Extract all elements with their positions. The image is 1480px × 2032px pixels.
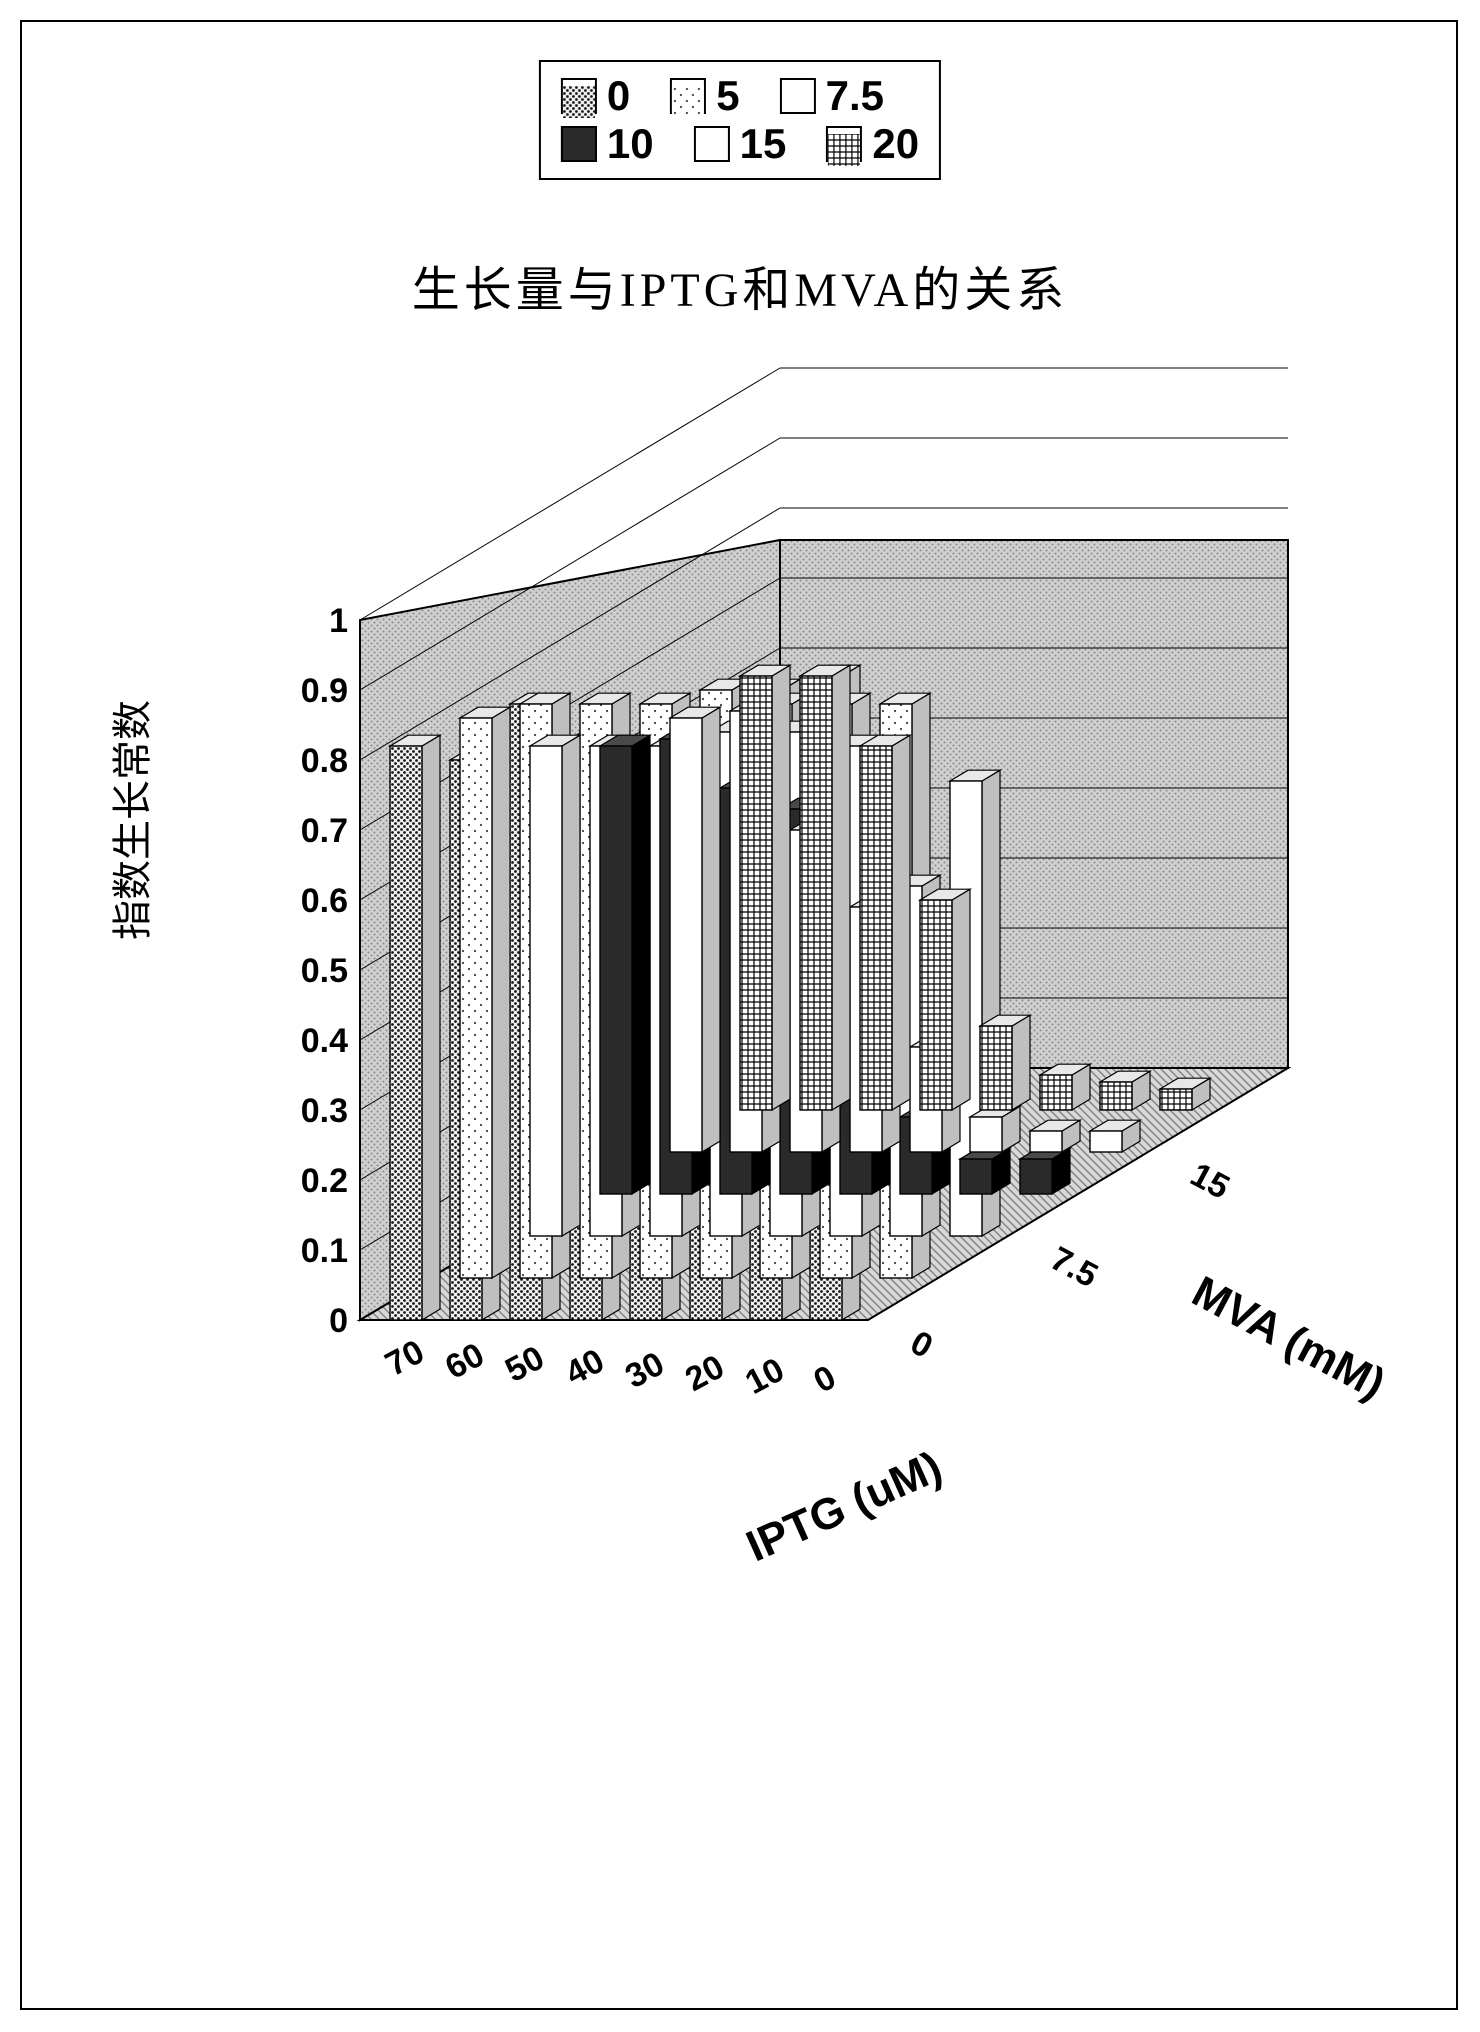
legend-swatch-icon <box>561 126 597 162</box>
legend-swatch-icon <box>561 78 597 114</box>
svg-text:0.1: 0.1 <box>301 1232 348 1270</box>
legend-label: 20 <box>872 120 919 168</box>
svg-text:0: 0 <box>329 1302 348 1340</box>
svg-text:30: 30 <box>619 1345 670 1396</box>
svg-text:0.3: 0.3 <box>301 1092 348 1130</box>
legend-item: 15 <box>694 120 787 168</box>
legend-item: 0 <box>561 72 630 120</box>
legend-swatch-icon <box>780 78 816 114</box>
svg-text:20: 20 <box>679 1348 730 1399</box>
legend-label: 15 <box>740 120 787 168</box>
legend: 0 5 7.5 10 15 20 <box>539 60 941 180</box>
legend-label: 5 <box>716 72 739 120</box>
svg-text:0.4: 0.4 <box>301 1022 348 1060</box>
chart-svg: 0 0.1 0.2 0.3 0.4 0.5 0.6 0.7 0.8 0.9 1 70605040302… <box>160 420 1320 1720</box>
svg-text:0: 0 <box>904 1324 939 1366</box>
svg-text:40: 40 <box>559 1342 610 1393</box>
legend-label: 10 <box>607 120 654 168</box>
svg-text:0: 0 <box>808 1358 843 1400</box>
legend-item: 20 <box>826 120 919 168</box>
svg-text:10: 10 <box>739 1351 790 1402</box>
legend-swatch-icon <box>694 126 730 162</box>
chart-3d-bar: 0 0.1 0.2 0.3 0.4 0.5 0.6 0.7 0.8 0.9 1 70605040302… <box>160 420 1320 1720</box>
svg-text:60: 60 <box>439 1336 490 1387</box>
svg-text:0.5: 0.5 <box>301 952 348 990</box>
legend-row-1: 0 5 7.5 <box>561 72 919 120</box>
legend-item: 10 <box>561 120 654 168</box>
legend-item: 5 <box>670 72 739 120</box>
legend-label: 7.5 <box>826 72 884 120</box>
legend-row-2: 10 15 20 <box>561 120 919 168</box>
z-axis-label: 指数生长常数 <box>100 700 158 940</box>
svg-text:0.2: 0.2 <box>301 1162 348 1200</box>
legend-label: 0 <box>607 72 630 120</box>
svg-text:15: 15 <box>1184 1156 1235 1207</box>
svg-text:50: 50 <box>499 1339 550 1390</box>
legend-item: 7.5 <box>780 72 884 120</box>
svg-text:70: 70 <box>379 1333 430 1384</box>
legend-swatch-icon <box>670 78 706 114</box>
svg-text:0.7: 0.7 <box>301 812 348 850</box>
svg-text:0.9: 0.9 <box>301 672 348 710</box>
svg-text:0.8: 0.8 <box>301 742 348 780</box>
svg-text:1: 1 <box>329 602 348 640</box>
svg-text:0.6: 0.6 <box>301 882 348 920</box>
chart-title: 生长量与IPTG和MVA的关系 <box>0 250 1480 320</box>
svg-text:7.5: 7.5 <box>1044 1240 1104 1296</box>
legend-swatch-icon <box>826 126 862 162</box>
svg-text:IPTG (uM): IPTG (uM) <box>739 1442 949 1571</box>
